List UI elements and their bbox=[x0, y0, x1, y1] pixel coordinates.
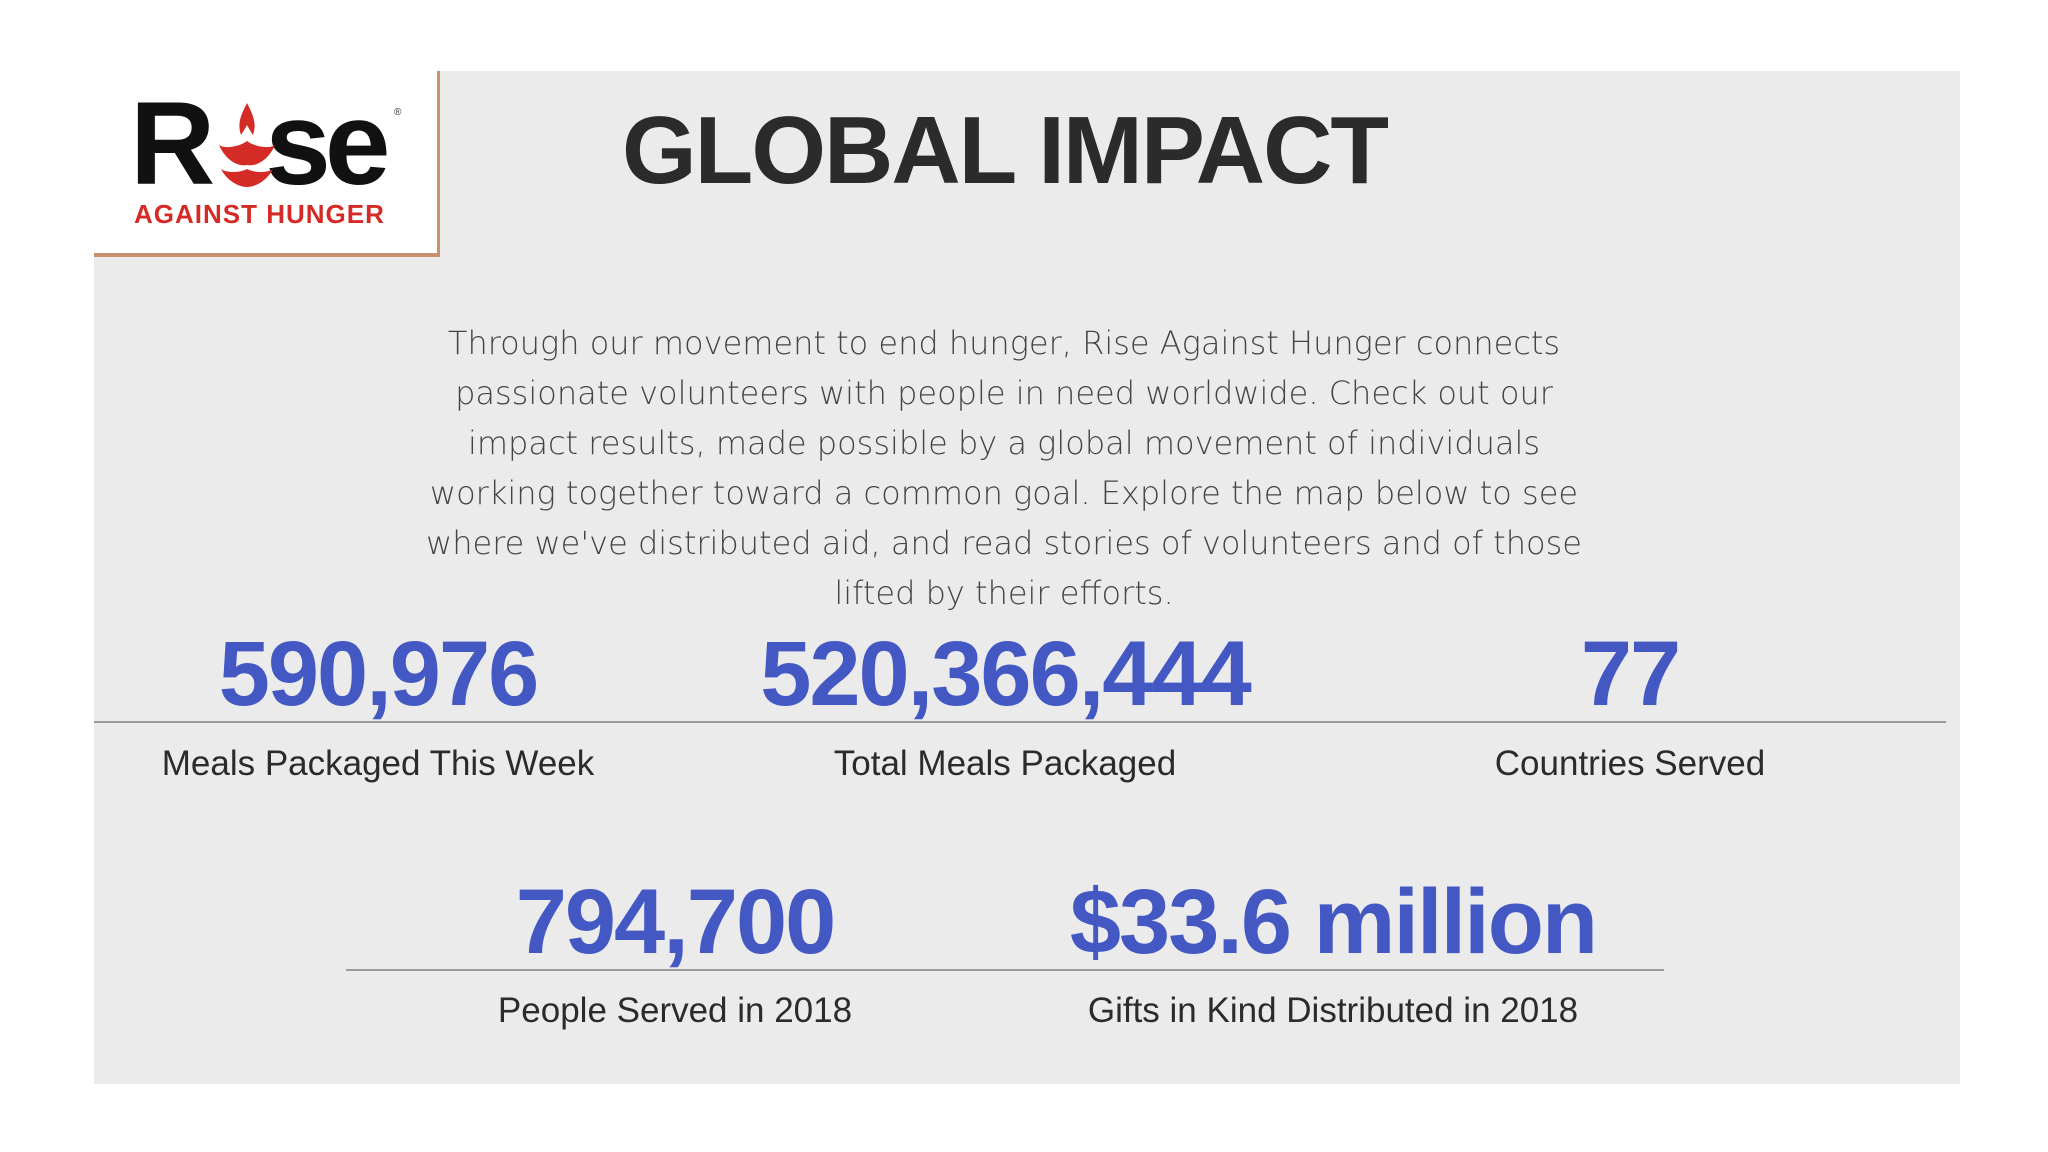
stat-label-countries: Countries Served bbox=[1494, 744, 1766, 783]
stat-value-countries: 77 bbox=[1580, 623, 1681, 725]
stat-value-meals-week: 590,976 bbox=[218, 623, 540, 725]
intro-paragraph: Through our movement to end hunger, Rise… bbox=[426, 324, 1582, 612]
stat-label-people-served: People Served in 2018 bbox=[497, 991, 853, 1030]
registered-mark: ® bbox=[394, 107, 402, 118]
stat-value-total-meals: 520,366,444 bbox=[760, 623, 1252, 725]
page-title: GLOBAL IMPACT bbox=[622, 97, 1389, 204]
stat-label-gifts-in-kind: Gifts in Kind Distributed in 2018 bbox=[1087, 991, 1579, 1030]
stat-label-meals-week: Meals Packaged This Week bbox=[161, 744, 595, 783]
stat-label-total-meals: Total Meals Packaged bbox=[833, 744, 1177, 783]
stat-value-gifts-in-kind: $33.6 million bbox=[1069, 871, 1598, 973]
grain-flame-icon bbox=[219, 103, 275, 187]
stat-value-people-served: 794,700 bbox=[515, 871, 837, 973]
row1-divider bbox=[94, 721, 1946, 723]
logo-tagline: AGAINST HUNGER bbox=[134, 199, 385, 229]
row2-divider bbox=[346, 969, 1664, 971]
